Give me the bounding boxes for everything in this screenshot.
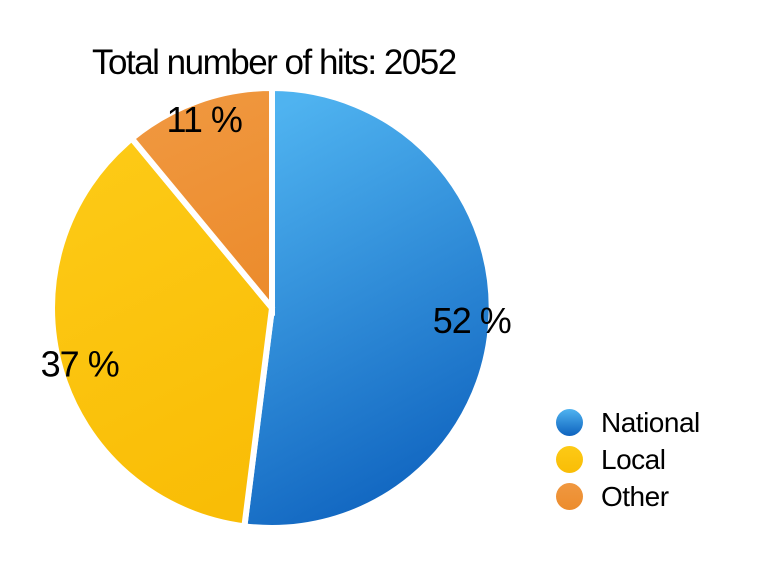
slice-label-local: 37 % [41,343,119,384]
pie-slice-national [241,84,495,531]
legend-swatch-other [556,483,583,510]
legend-item-local: Local [556,443,700,475]
legend-item-national: National [556,406,700,438]
pie-slice-other [127,84,275,317]
chart-title: Total number of hits: 2052 [92,43,457,82]
legend-item-other: Other [556,480,700,512]
legend-swatch-national [556,409,583,436]
slice-label-national: 52 % [433,300,511,341]
slice-label-other: 11 % [167,99,242,140]
legend-label-national: National [601,406,700,438]
pie-slice-local [49,134,276,530]
legend-label-other: Other [601,480,669,512]
legend: National Local Other [556,406,700,512]
legend-label-local: Local [601,443,666,475]
legend-swatch-local [556,446,583,473]
